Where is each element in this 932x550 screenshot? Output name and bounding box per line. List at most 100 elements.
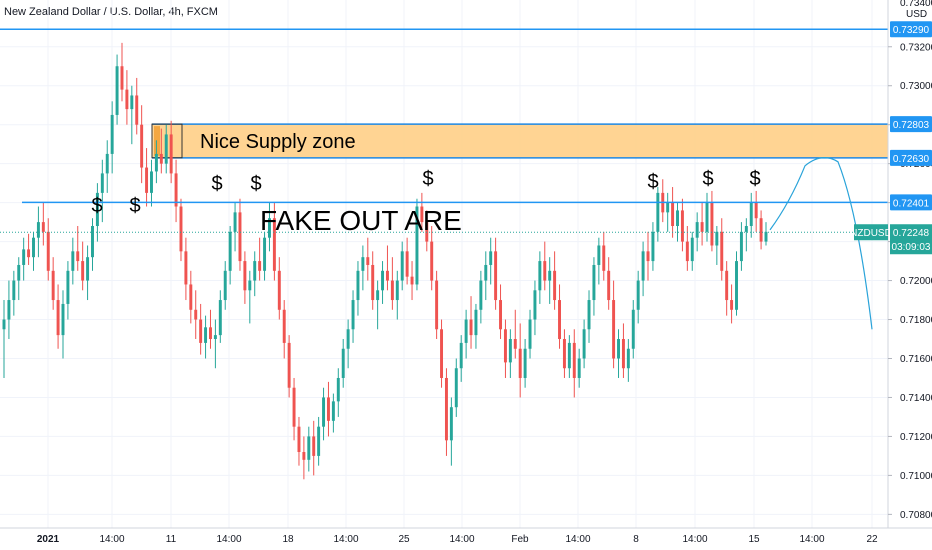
candle-body xyxy=(287,342,291,388)
candle-body xyxy=(484,264,488,281)
candle-body xyxy=(720,231,724,271)
candle-body xyxy=(626,348,630,369)
candle-body xyxy=(376,290,380,301)
candle-body xyxy=(440,329,444,378)
candle-body xyxy=(346,329,350,349)
time-tick-label: 11 xyxy=(166,534,177,545)
candle-body xyxy=(533,290,537,320)
candle-body xyxy=(572,342,576,378)
candle-body xyxy=(405,251,409,277)
symbol-tag: NZDUSD xyxy=(850,228,892,239)
candle-series xyxy=(2,42,768,480)
projection-curve xyxy=(769,157,873,330)
candle-body xyxy=(100,173,104,193)
candle-body xyxy=(381,270,385,291)
candle-body xyxy=(449,407,453,441)
candle-body xyxy=(336,377,340,402)
dollar-sign-label: $ xyxy=(250,173,261,195)
fakeout-label: FAKE OUT ARE xyxy=(260,205,462,236)
candle-body xyxy=(508,339,512,363)
current-price-tag-bg xyxy=(890,224,932,255)
candle-body xyxy=(612,300,616,359)
price-tick-label: 0.73400 xyxy=(900,0,932,9)
candle-body xyxy=(597,245,601,265)
time-tick-label: 14:00 xyxy=(449,534,474,545)
candle-body xyxy=(489,251,493,265)
candle-body xyxy=(91,226,94,258)
candle-body xyxy=(666,202,670,213)
candle-body xyxy=(115,66,119,115)
candle-body xyxy=(326,397,330,421)
candle-body xyxy=(558,300,561,340)
candle-body xyxy=(735,261,738,310)
candle-body xyxy=(420,206,424,223)
candle-body xyxy=(499,300,503,330)
candle-body xyxy=(656,192,660,232)
candle-body xyxy=(503,329,507,363)
candle-body xyxy=(125,89,129,110)
price-tag-top-line-bg xyxy=(890,21,932,38)
candle-body xyxy=(410,276,414,285)
time-tick-label: 14:00 xyxy=(99,534,124,545)
candle-body xyxy=(730,300,734,310)
candle-body xyxy=(228,231,232,271)
candle-body xyxy=(474,309,478,336)
time-tick-label: Feb xyxy=(511,534,529,545)
grid-lines xyxy=(0,0,888,528)
candle-body xyxy=(199,319,203,343)
candle-body xyxy=(361,257,365,271)
candle-body xyxy=(562,339,566,369)
candle-body xyxy=(415,206,419,285)
candle-body xyxy=(7,300,11,320)
candle-body xyxy=(513,339,517,349)
candle-body xyxy=(267,218,271,238)
candle-body xyxy=(164,134,168,164)
price-tag-supply-top: 0.72803 xyxy=(893,120,930,131)
candle-body xyxy=(739,231,743,262)
candle-body xyxy=(76,251,80,262)
time-tick-label: 18 xyxy=(282,534,294,545)
candle-body xyxy=(36,222,40,238)
candle-body xyxy=(243,261,247,291)
candle-body xyxy=(22,249,26,265)
price-tag-supply-bottom: 0.72630 xyxy=(893,154,930,165)
candle-body xyxy=(695,222,699,238)
candle-body xyxy=(754,202,758,219)
supply-zone-rect xyxy=(152,124,888,158)
candle-body xyxy=(518,348,522,378)
candle-body xyxy=(444,377,448,441)
candle-body xyxy=(189,284,193,310)
candle-body xyxy=(194,309,198,320)
candle-body xyxy=(2,319,6,330)
price-tag-supply-bottom-bg xyxy=(890,149,932,166)
candle-body xyxy=(297,426,301,453)
symbol-title: New Zealand Dollar / U.S. Dollar, 4h, FX… xyxy=(4,6,218,18)
dollar-sign-label: $ xyxy=(647,171,658,193)
candle-body xyxy=(749,202,753,227)
candle-body xyxy=(130,95,134,110)
candle-body xyxy=(710,202,714,246)
supply-zone[interactable]: Nice Supply zone xyxy=(151,123,888,159)
price-tag-resistance: 0.72401 xyxy=(893,198,930,209)
candle-body xyxy=(351,300,355,330)
time-tick-label: 14:00 xyxy=(216,534,241,545)
candle-body xyxy=(671,202,675,227)
annotations: $ $ $ $ $ $ $ $ FAKE OUT ARE xyxy=(91,157,873,330)
candle-body xyxy=(435,280,439,330)
candle-body xyxy=(307,436,311,460)
candle-body xyxy=(41,222,45,232)
time-tick-label: 15 xyxy=(748,534,760,545)
candle-body xyxy=(543,261,547,281)
candle-body xyxy=(150,171,153,193)
candle-body xyxy=(523,348,527,378)
candle-body xyxy=(184,251,188,285)
horizontal-lines[interactable] xyxy=(0,28,888,233)
time-tick-label: 22 xyxy=(866,534,878,545)
candle-body xyxy=(282,309,286,343)
candle-body xyxy=(135,95,139,125)
dollar-sign-label: $ xyxy=(129,195,140,217)
candle-body xyxy=(395,280,399,301)
